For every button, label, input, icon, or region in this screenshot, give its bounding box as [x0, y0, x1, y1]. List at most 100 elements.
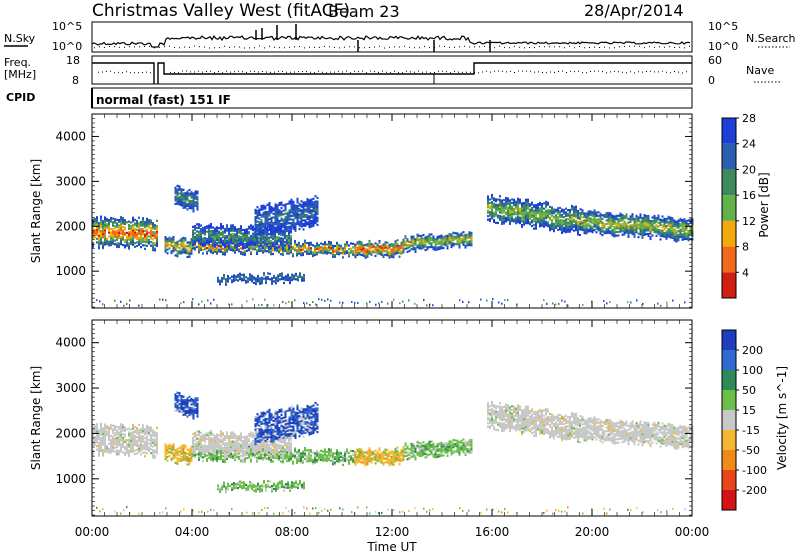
power-cell	[491, 217, 493, 220]
power-cell	[420, 247, 423, 250]
velocity-cell	[182, 445, 185, 449]
velocity-cell	[112, 435, 114, 438]
power-cell	[102, 243, 104, 246]
power-cell	[498, 301, 500, 304]
velocity-cell	[176, 451, 179, 454]
power-cell	[276, 211, 279, 214]
power-cell	[637, 216, 640, 219]
power-cell	[300, 203, 303, 206]
power-cell	[102, 227, 104, 230]
power-cell	[106, 243, 108, 246]
power-cell	[259, 282, 261, 285]
power-cell	[557, 207, 559, 210]
power-cell	[334, 255, 336, 258]
power-cell	[276, 223, 279, 227]
power-cell	[328, 251, 330, 254]
power-cell	[144, 235, 146, 238]
freq-tick-top: 18	[66, 54, 80, 67]
power-cell	[422, 242, 425, 246]
power-cell	[164, 250, 167, 253]
power-cell	[639, 231, 642, 234]
power-cell	[312, 204, 315, 207]
colorbar-tick-label: 16	[742, 189, 756, 202]
power-cell	[599, 227, 602, 230]
velocity-cell	[144, 429, 146, 432]
velocity-cell	[330, 448, 332, 451]
velocity-cell	[180, 459, 183, 462]
power-cell	[513, 202, 515, 205]
power-cell	[178, 252, 181, 255]
power-cell	[227, 278, 229, 281]
power-cell	[398, 255, 401, 258]
power-cell	[667, 224, 670, 227]
power-cell	[200, 237, 202, 240]
velocity-cell	[150, 439, 152, 442]
power-cell	[424, 241, 427, 244]
power-cell	[280, 231, 282, 234]
velocity-cell	[136, 448, 138, 451]
power-cell	[346, 244, 348, 247]
power-cell	[270, 247, 272, 250]
power-cell	[286, 222, 289, 225]
power-cell	[593, 211, 596, 214]
power-cell	[239, 274, 241, 277]
power-cell	[294, 249, 296, 252]
power-cell	[257, 280, 259, 283]
power-cell	[280, 239, 282, 242]
velocity-cell	[118, 431, 120, 434]
power-cell	[499, 211, 501, 214]
power-cell	[188, 244, 191, 247]
power-cell	[128, 225, 130, 229]
power-cell	[535, 211, 537, 214]
power-cell	[643, 232, 646, 235]
velocity-cell	[318, 451, 320, 454]
power-cell	[392, 256, 395, 259]
power-cell	[539, 209, 541, 212]
velocity-cell	[134, 434, 136, 438]
velocity-cell	[174, 452, 177, 455]
power-cell	[611, 218, 614, 221]
power-cell	[182, 194, 185, 197]
power-cell	[635, 222, 638, 225]
power-cell	[270, 222, 273, 225]
power-cell	[336, 241, 338, 245]
power-cell	[631, 229, 634, 232]
velocity-cell	[200, 444, 202, 447]
velocity-cell	[136, 441, 138, 444]
power-cell	[114, 221, 116, 224]
power-cell	[304, 245, 306, 248]
power-cell	[675, 220, 678, 223]
power-cell	[252, 238, 254, 241]
power-cell	[251, 278, 253, 281]
velocity-cell	[156, 435, 158, 439]
power-cell	[124, 226, 126, 229]
velocity-cell	[328, 459, 330, 462]
power-cell	[200, 247, 202, 250]
velocity-cell	[104, 441, 106, 444]
velocity-cell	[126, 446, 128, 449]
power-cell	[300, 211, 303, 214]
power-cell	[613, 220, 616, 223]
power-cell	[234, 244, 236, 247]
power-cell	[535, 207, 537, 210]
velocity-cell	[106, 426, 108, 429]
power-cell	[152, 222, 154, 225]
power-cell	[116, 236, 118, 239]
power-cell	[509, 213, 511, 216]
velocity-cell	[172, 443, 175, 446]
power-cell	[266, 214, 269, 217]
power-cell	[278, 231, 280, 234]
power-cell	[629, 219, 632, 222]
power-cell	[182, 205, 185, 208]
velocity-cell	[234, 453, 236, 456]
power-cell	[615, 221, 618, 225]
power-cell	[564, 300, 566, 303]
power-cell	[202, 252, 204, 255]
power-cell	[275, 280, 277, 283]
velocity-cell	[122, 425, 124, 429]
power-cell	[252, 229, 254, 232]
power-cell	[298, 241, 300, 244]
power-cell	[216, 241, 218, 244]
velocity-cell	[104, 434, 106, 437]
power-cell	[589, 228, 592, 231]
